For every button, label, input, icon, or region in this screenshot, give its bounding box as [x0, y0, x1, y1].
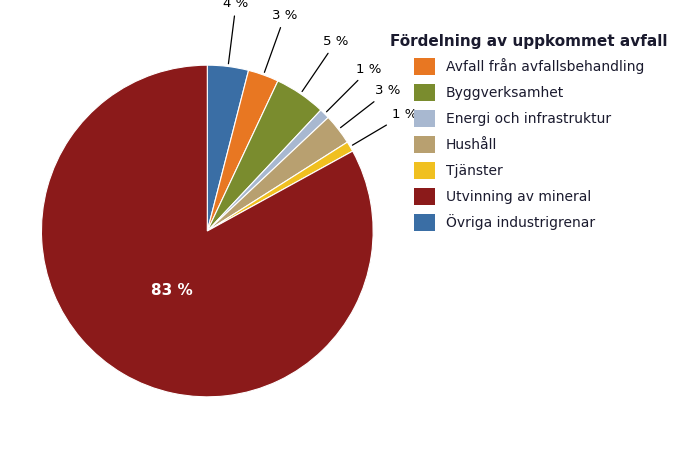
Wedge shape [41, 65, 373, 397]
Wedge shape [207, 110, 328, 231]
Text: 1 %: 1 % [327, 63, 382, 112]
Text: 5 %: 5 % [302, 35, 349, 91]
Wedge shape [207, 65, 249, 231]
Wedge shape [207, 142, 352, 231]
Wedge shape [207, 81, 321, 231]
Text: 4 %: 4 % [223, 0, 249, 64]
Text: 1 %: 1 % [352, 108, 417, 145]
Text: 83 %: 83 % [151, 284, 193, 298]
Text: 3 %: 3 % [341, 84, 401, 128]
Legend: Avfall från avfallsbehandling, Byggverksamhet, Energi och infrastruktur, Hushåll: Avfall från avfallsbehandling, Byggverks… [386, 30, 672, 235]
Wedge shape [207, 70, 278, 231]
Wedge shape [207, 117, 348, 231]
Text: 3 %: 3 % [265, 9, 298, 73]
